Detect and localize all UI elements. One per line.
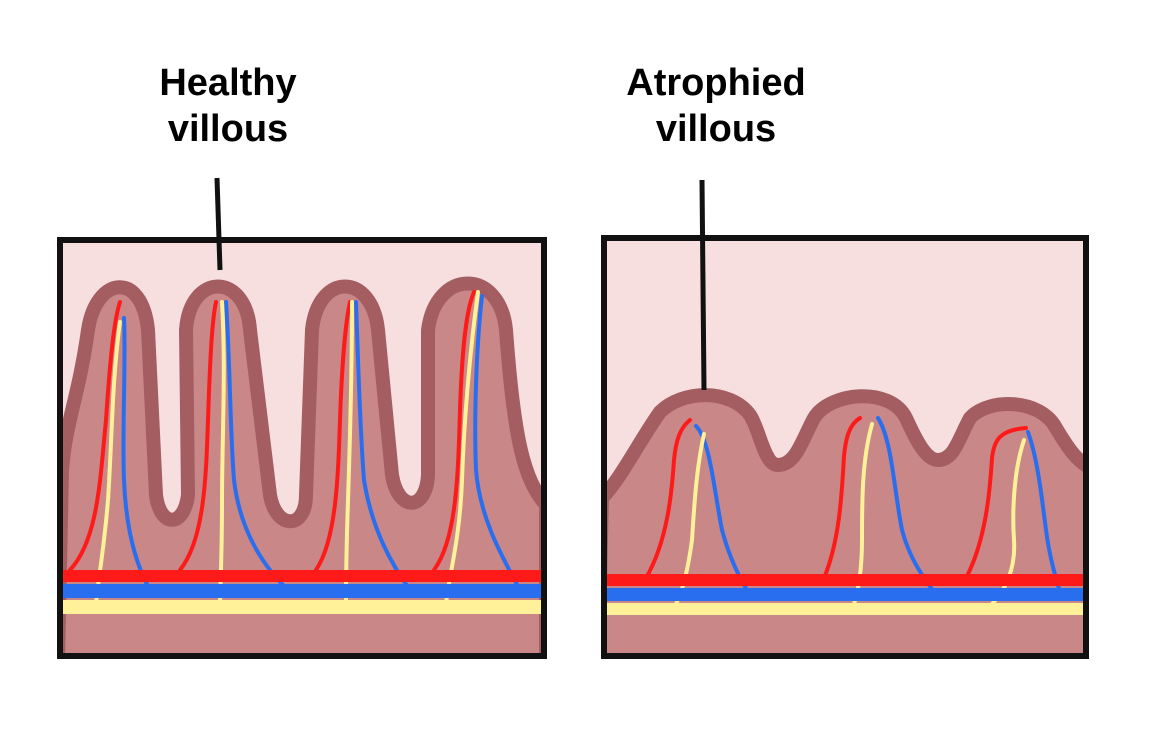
atrophied-artery-band (606, 574, 1084, 586)
atrophied-panel (601, 179, 1089, 659)
atrophied-lacteal-band (606, 603, 1084, 615)
atrophied-label-line2: villous (655, 108, 777, 150)
healthy-pointer-line (214, 177, 223, 271)
atrophied-label-line1: Atrophied (626, 62, 806, 104)
healthy-label-line2: villous (167, 108, 289, 150)
healthy-villi-tissue (62, 276, 542, 654)
atrophied-vein-band (606, 588, 1084, 601)
atrophied-villi-tissue (606, 388, 1084, 654)
atrophied-arterioles (644, 416, 1028, 580)
healthy-vein-band (62, 584, 542, 598)
atrophied-pointer-line (699, 179, 707, 391)
healthy-venules (121, 294, 522, 592)
atrophied-frame (601, 235, 1089, 659)
atrophied-villous-label: Atrophied villous (596, 60, 836, 152)
healthy-frame (57, 237, 547, 659)
healthy-lacteal-band (62, 600, 542, 614)
healthy-villous-label: Healthy villous (128, 60, 328, 152)
healthy-panel (57, 177, 547, 659)
healthy-label-line1: Healthy (159, 62, 297, 104)
healthy-artery-band (62, 570, 542, 582)
healthy-arterioles (68, 290, 476, 572)
